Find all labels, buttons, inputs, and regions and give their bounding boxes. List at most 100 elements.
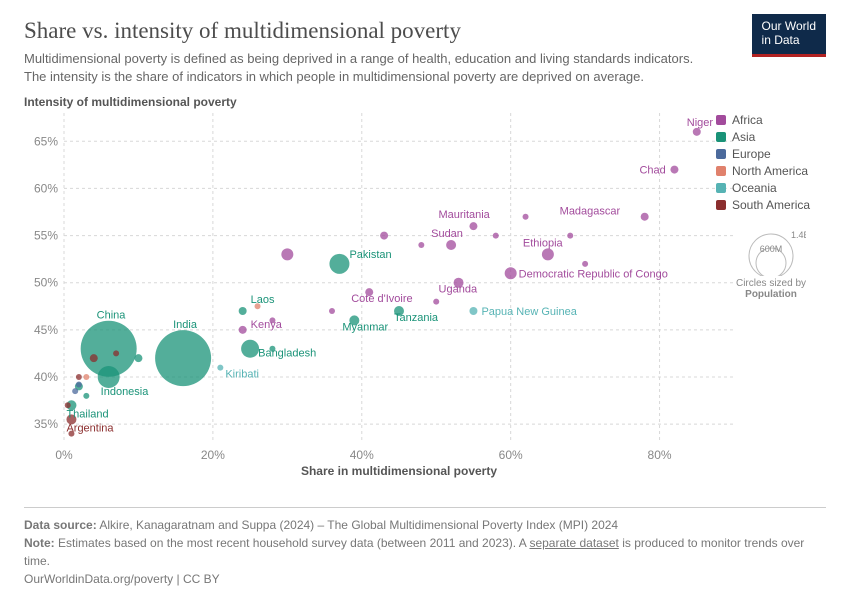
legend-swatch (716, 200, 726, 210)
data-point[interactable] (329, 308, 335, 314)
svg-text:40%: 40% (34, 370, 58, 384)
point-label: Papua New Guinea (481, 306, 577, 318)
point-label: China (97, 310, 127, 322)
data-point[interactable] (693, 128, 701, 136)
svg-text:600M: 600M (760, 244, 783, 254)
data-point[interactable] (380, 232, 388, 240)
data-point[interactable] (641, 213, 649, 221)
point-label: India (173, 319, 198, 331)
svg-text:65%: 65% (34, 134, 58, 148)
note-link[interactable]: separate dataset (529, 536, 618, 550)
svg-text:35%: 35% (34, 417, 58, 431)
data-point[interactable] (469, 307, 477, 315)
source-text: Alkire, Kanagaratnam and Suppa (2024) – … (99, 518, 618, 532)
point-label: Madagascar (560, 206, 621, 218)
legend-item-north-america[interactable]: North America (716, 164, 826, 178)
data-point[interactable] (505, 267, 517, 279)
point-label: Indonesia (101, 386, 150, 398)
point-label: Ethiopia (523, 238, 564, 250)
data-point[interactable] (329, 254, 349, 274)
data-point[interactable] (239, 326, 247, 334)
chart-footer: Data source: Alkire, Kanagaratnam and Su… (24, 507, 826, 588)
data-point[interactable] (433, 299, 439, 305)
attribution: OurWorldinData.org/poverty | CC BY (24, 570, 826, 588)
point-label: Cote d'Ivoire (351, 293, 412, 305)
point-label: Kiribati (225, 369, 259, 381)
owid-logo[interactable]: Our World in Data (752, 14, 826, 57)
svg-text:0%: 0% (55, 448, 73, 462)
data-point[interactable] (281, 249, 293, 261)
svg-text:60%: 60% (34, 182, 58, 196)
legend-item-asia[interactable]: Asia (716, 130, 826, 144)
point-label: Chad (639, 165, 665, 177)
data-point[interactable] (98, 366, 120, 388)
note-label: Note: (24, 536, 55, 550)
data-point[interactable] (493, 233, 499, 239)
point-label: Laos (251, 294, 275, 306)
data-point[interactable] (670, 166, 678, 174)
data-point[interactable] (217, 365, 223, 371)
data-point[interactable] (239, 307, 247, 315)
legend-label: Asia (732, 130, 755, 144)
data-point[interactable] (567, 233, 573, 239)
data-point[interactable] (90, 354, 98, 362)
point-label: Argentina (66, 423, 114, 435)
legend-swatch (716, 149, 726, 159)
data-point[interactable] (134, 354, 142, 362)
legend-swatch (716, 166, 726, 176)
legend-label: Europe (732, 147, 771, 161)
legend-item-south-america[interactable]: South America (716, 198, 826, 212)
point-label: Pakistan (349, 249, 391, 261)
legend-item-africa[interactable]: Africa (716, 113, 826, 127)
svg-text:50%: 50% (34, 276, 58, 290)
note-text-1: Estimates based on the most recent house… (58, 536, 526, 550)
data-point[interactable] (83, 393, 89, 399)
svg-text:80%: 80% (648, 448, 672, 462)
data-point[interactable] (542, 249, 554, 261)
data-point[interactable] (83, 374, 89, 380)
data-point[interactable] (76, 382, 82, 388)
size-legend: 1.4B 600M Circles sized by Population (716, 226, 826, 300)
point-label: Sudan (431, 228, 463, 240)
logo-line1: Our World (762, 19, 816, 33)
svg-text:40%: 40% (350, 448, 374, 462)
svg-text:Share in multidimensional pove: Share in multidimensional poverty (301, 464, 497, 478)
point-label: Niger (687, 117, 714, 129)
svg-text:55%: 55% (34, 229, 58, 243)
source-label: Data source: (24, 518, 97, 532)
svg-text:1.4B: 1.4B (791, 230, 806, 240)
point-label: Uganda (439, 284, 478, 296)
point-label: Bangladesh (258, 348, 316, 360)
data-point[interactable] (418, 242, 424, 248)
point-label: Democratic Republic of Congo (519, 268, 668, 280)
chart-subtitle: Multidimensional poverty is defined as b… (24, 50, 714, 85)
legend-item-oceania[interactable]: Oceania (716, 181, 826, 195)
legend-swatch (716, 115, 726, 125)
legend-label: South America (732, 198, 810, 212)
point-label: Thailand (66, 408, 108, 420)
data-point[interactable] (469, 222, 477, 230)
size-caption-2: Population (716, 289, 826, 300)
chart-container: Our World in Data Share vs. intensity of… (0, 0, 850, 600)
y-axis-label: Intensity of multidimensional poverty (24, 95, 826, 109)
legend-label: Africa (732, 113, 763, 127)
data-point[interactable] (523, 214, 529, 220)
region-legend: Africa Asia Europe North America Oceania Sout… (716, 113, 826, 300)
data-point[interactable] (113, 351, 119, 357)
point-label: Tanzania (394, 312, 439, 324)
scatter-plot[interactable]: 35% 40% 45% 50% 55% 60% 65% 0% 20% 40% 60% 80% Share… (24, 113, 744, 483)
data-point[interactable] (76, 374, 82, 380)
svg-text:60%: 60% (499, 448, 523, 462)
legend-label: Oceania (732, 181, 777, 195)
legend-swatch (716, 132, 726, 142)
chart-title: Share vs. intensity of multidimensional … (24, 18, 826, 44)
data-point[interactable] (446, 240, 456, 250)
legend-item-europe[interactable]: Europe (716, 147, 826, 161)
svg-text:45%: 45% (34, 323, 58, 337)
svg-text:20%: 20% (201, 448, 225, 462)
data-point[interactable] (582, 261, 588, 267)
data-point[interactable] (241, 340, 259, 358)
data-point[interactable] (155, 330, 211, 386)
point-label: Kenya (251, 319, 283, 331)
data-point[interactable] (72, 388, 78, 394)
